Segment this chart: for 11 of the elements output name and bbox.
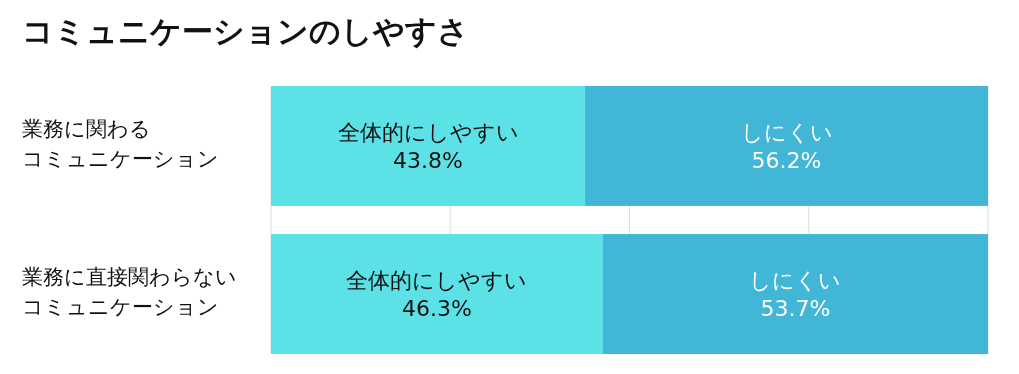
data-label: 56.2% bbox=[751, 147, 822, 173]
y-tick-label: 業務に直接関わらないコミュニケーション bbox=[22, 265, 237, 320]
data-label: 43.8% bbox=[393, 147, 463, 173]
series-label: 全体的にしやすい bbox=[346, 268, 528, 294]
y-tick-label: 業務に関わるコミュニケーション bbox=[22, 116, 219, 171]
chart-title: コミュニケーションのしやすさ bbox=[22, 13, 469, 49]
data-label: 53.7% bbox=[760, 296, 831, 322]
text: しにくい bbox=[740, 119, 833, 145]
series-label: しにくい bbox=[749, 268, 842, 294]
data-label: 46.3% bbox=[402, 296, 472, 322]
text: 全体的にしやすい bbox=[337, 119, 519, 145]
